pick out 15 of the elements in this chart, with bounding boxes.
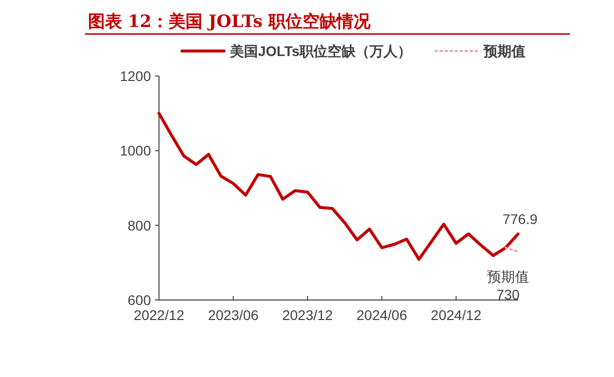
data-label: 776.9 xyxy=(502,210,538,227)
title: 图表 12：美国 JOLTs 职位空缺情况 xyxy=(88,12,370,32)
ytick: 800 xyxy=(128,217,151,234)
xtick: 2023/06 xyxy=(208,307,259,323)
legend-label: 预期值 xyxy=(484,43,526,59)
data-label: 730 xyxy=(496,286,520,302)
ytick: 1200 xyxy=(120,68,151,84)
xtick: 2023/12 xyxy=(282,307,333,323)
annotation: 预期值 xyxy=(487,268,529,284)
xtick: 2022/12 xyxy=(134,307,184,323)
ytick: 600 xyxy=(128,292,151,308)
ytick: 1000 xyxy=(120,142,151,159)
legend-label: 美国JOLTs职位空缺（万人） xyxy=(230,43,412,59)
xtick: 2024/12 xyxy=(430,307,482,323)
xtick: 2024/06 xyxy=(356,307,408,323)
